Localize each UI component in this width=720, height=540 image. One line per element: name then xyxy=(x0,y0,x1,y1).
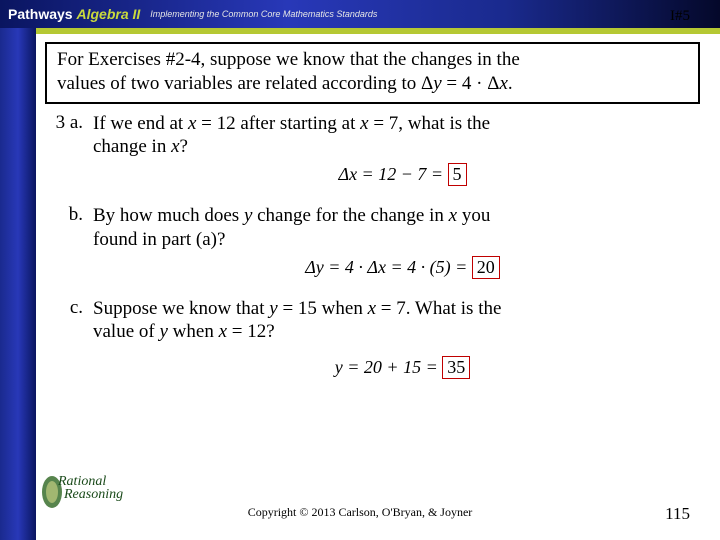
eq3b-lhs: Δy = 4 · Δx = 4 · (5) = xyxy=(305,257,472,277)
slide-id: I#5 xyxy=(670,8,690,25)
q3a-tb: = 12 after starting at xyxy=(196,113,360,134)
equation-3c: y = 20 + 15 = 35 xyxy=(45,356,700,379)
q3c-ta: Suppose we know that xyxy=(93,298,269,319)
label-3a: 3 a. xyxy=(45,112,93,160)
sidebar-stripe xyxy=(0,0,36,540)
eq3c-answer: 35 xyxy=(442,356,470,379)
label-3c: c. xyxy=(45,297,93,345)
accent-bar xyxy=(36,28,720,34)
var-x: x xyxy=(219,321,227,342)
text-3b: By how much does y change for the change… xyxy=(93,204,490,252)
q3a-te: ? xyxy=(180,136,188,157)
q3b-ta: By how much does xyxy=(93,205,244,226)
problem-3b: b. By how much does y change for the cha… xyxy=(45,204,700,252)
eq3b-answer: 20 xyxy=(472,256,500,279)
q3b-tc: you xyxy=(457,205,490,226)
var-x: x xyxy=(368,298,376,319)
var-x: x xyxy=(360,113,368,134)
var-y: y xyxy=(269,298,277,319)
eq3a-answer: 5 xyxy=(448,163,467,186)
brand-prefix: Pathways xyxy=(8,6,76,22)
logo-line2: Reasoning xyxy=(64,489,123,502)
brand-suffix: Algebra II xyxy=(76,6,140,22)
q3a-td: change in xyxy=(93,136,171,157)
page-number: 115 xyxy=(665,504,690,524)
header-subtitle: Implementing the Common Core Mathematics… xyxy=(150,9,377,19)
q3a-ta: If we end at xyxy=(93,113,188,134)
equation-3b: Δy = 4 · Δx = 4 · (5) = 20 xyxy=(45,256,700,279)
eq3c-lhs: y = 20 + 15 = xyxy=(335,357,442,377)
q3b-td: found in part (a)? xyxy=(93,229,225,250)
q3c-tb: = 15 when xyxy=(278,298,368,319)
intro-line2a: values of two variables are related acco… xyxy=(57,73,433,94)
q3b-tb: change for the change in xyxy=(252,205,448,226)
eq3a-lhs: Δx = 12 − 7 = xyxy=(339,164,448,184)
content-area: For Exercises #2-4, suppose we know that… xyxy=(45,42,700,397)
intro-line2c: . xyxy=(508,73,513,94)
q3c-te: when xyxy=(168,321,219,342)
var-y: y xyxy=(433,73,441,94)
q3a-tc: = 7, what is the xyxy=(369,113,491,134)
intro-box: For Exercises #2-4, suppose we know that… xyxy=(45,42,700,104)
var-x: x xyxy=(449,205,457,226)
var-y: y xyxy=(159,321,167,342)
q3c-tf: = 12? xyxy=(227,321,275,342)
text-3c: Suppose we know that y = 15 when x = 7. … xyxy=(93,297,501,345)
var-x: x xyxy=(499,73,507,94)
text-3a: If we end at x = 12 after starting at x … xyxy=(93,112,490,160)
q3c-tc: = 7. What is the xyxy=(376,298,501,319)
var-x: x xyxy=(171,136,179,157)
copyright-text: Copyright © 2013 Carlson, O'Bryan, & Joy… xyxy=(0,505,720,520)
header-bar: Pathways Algebra II Implementing the Com… xyxy=(0,0,720,28)
problem-3c: c. Suppose we know that y = 15 when x = … xyxy=(45,297,700,345)
q3c-td: value of xyxy=(93,321,159,342)
problem-3a: 3 a. If we end at x = 12 after starting … xyxy=(45,112,700,160)
brand-title: Pathways Algebra II xyxy=(8,6,140,22)
label-3b: b. xyxy=(45,204,93,252)
equation-3a: Δx = 12 − 7 = 5 xyxy=(45,163,700,186)
intro-line2b: = 4 · Δ xyxy=(442,73,500,94)
intro-line1: For Exercises #2-4, suppose we know that… xyxy=(57,49,520,70)
